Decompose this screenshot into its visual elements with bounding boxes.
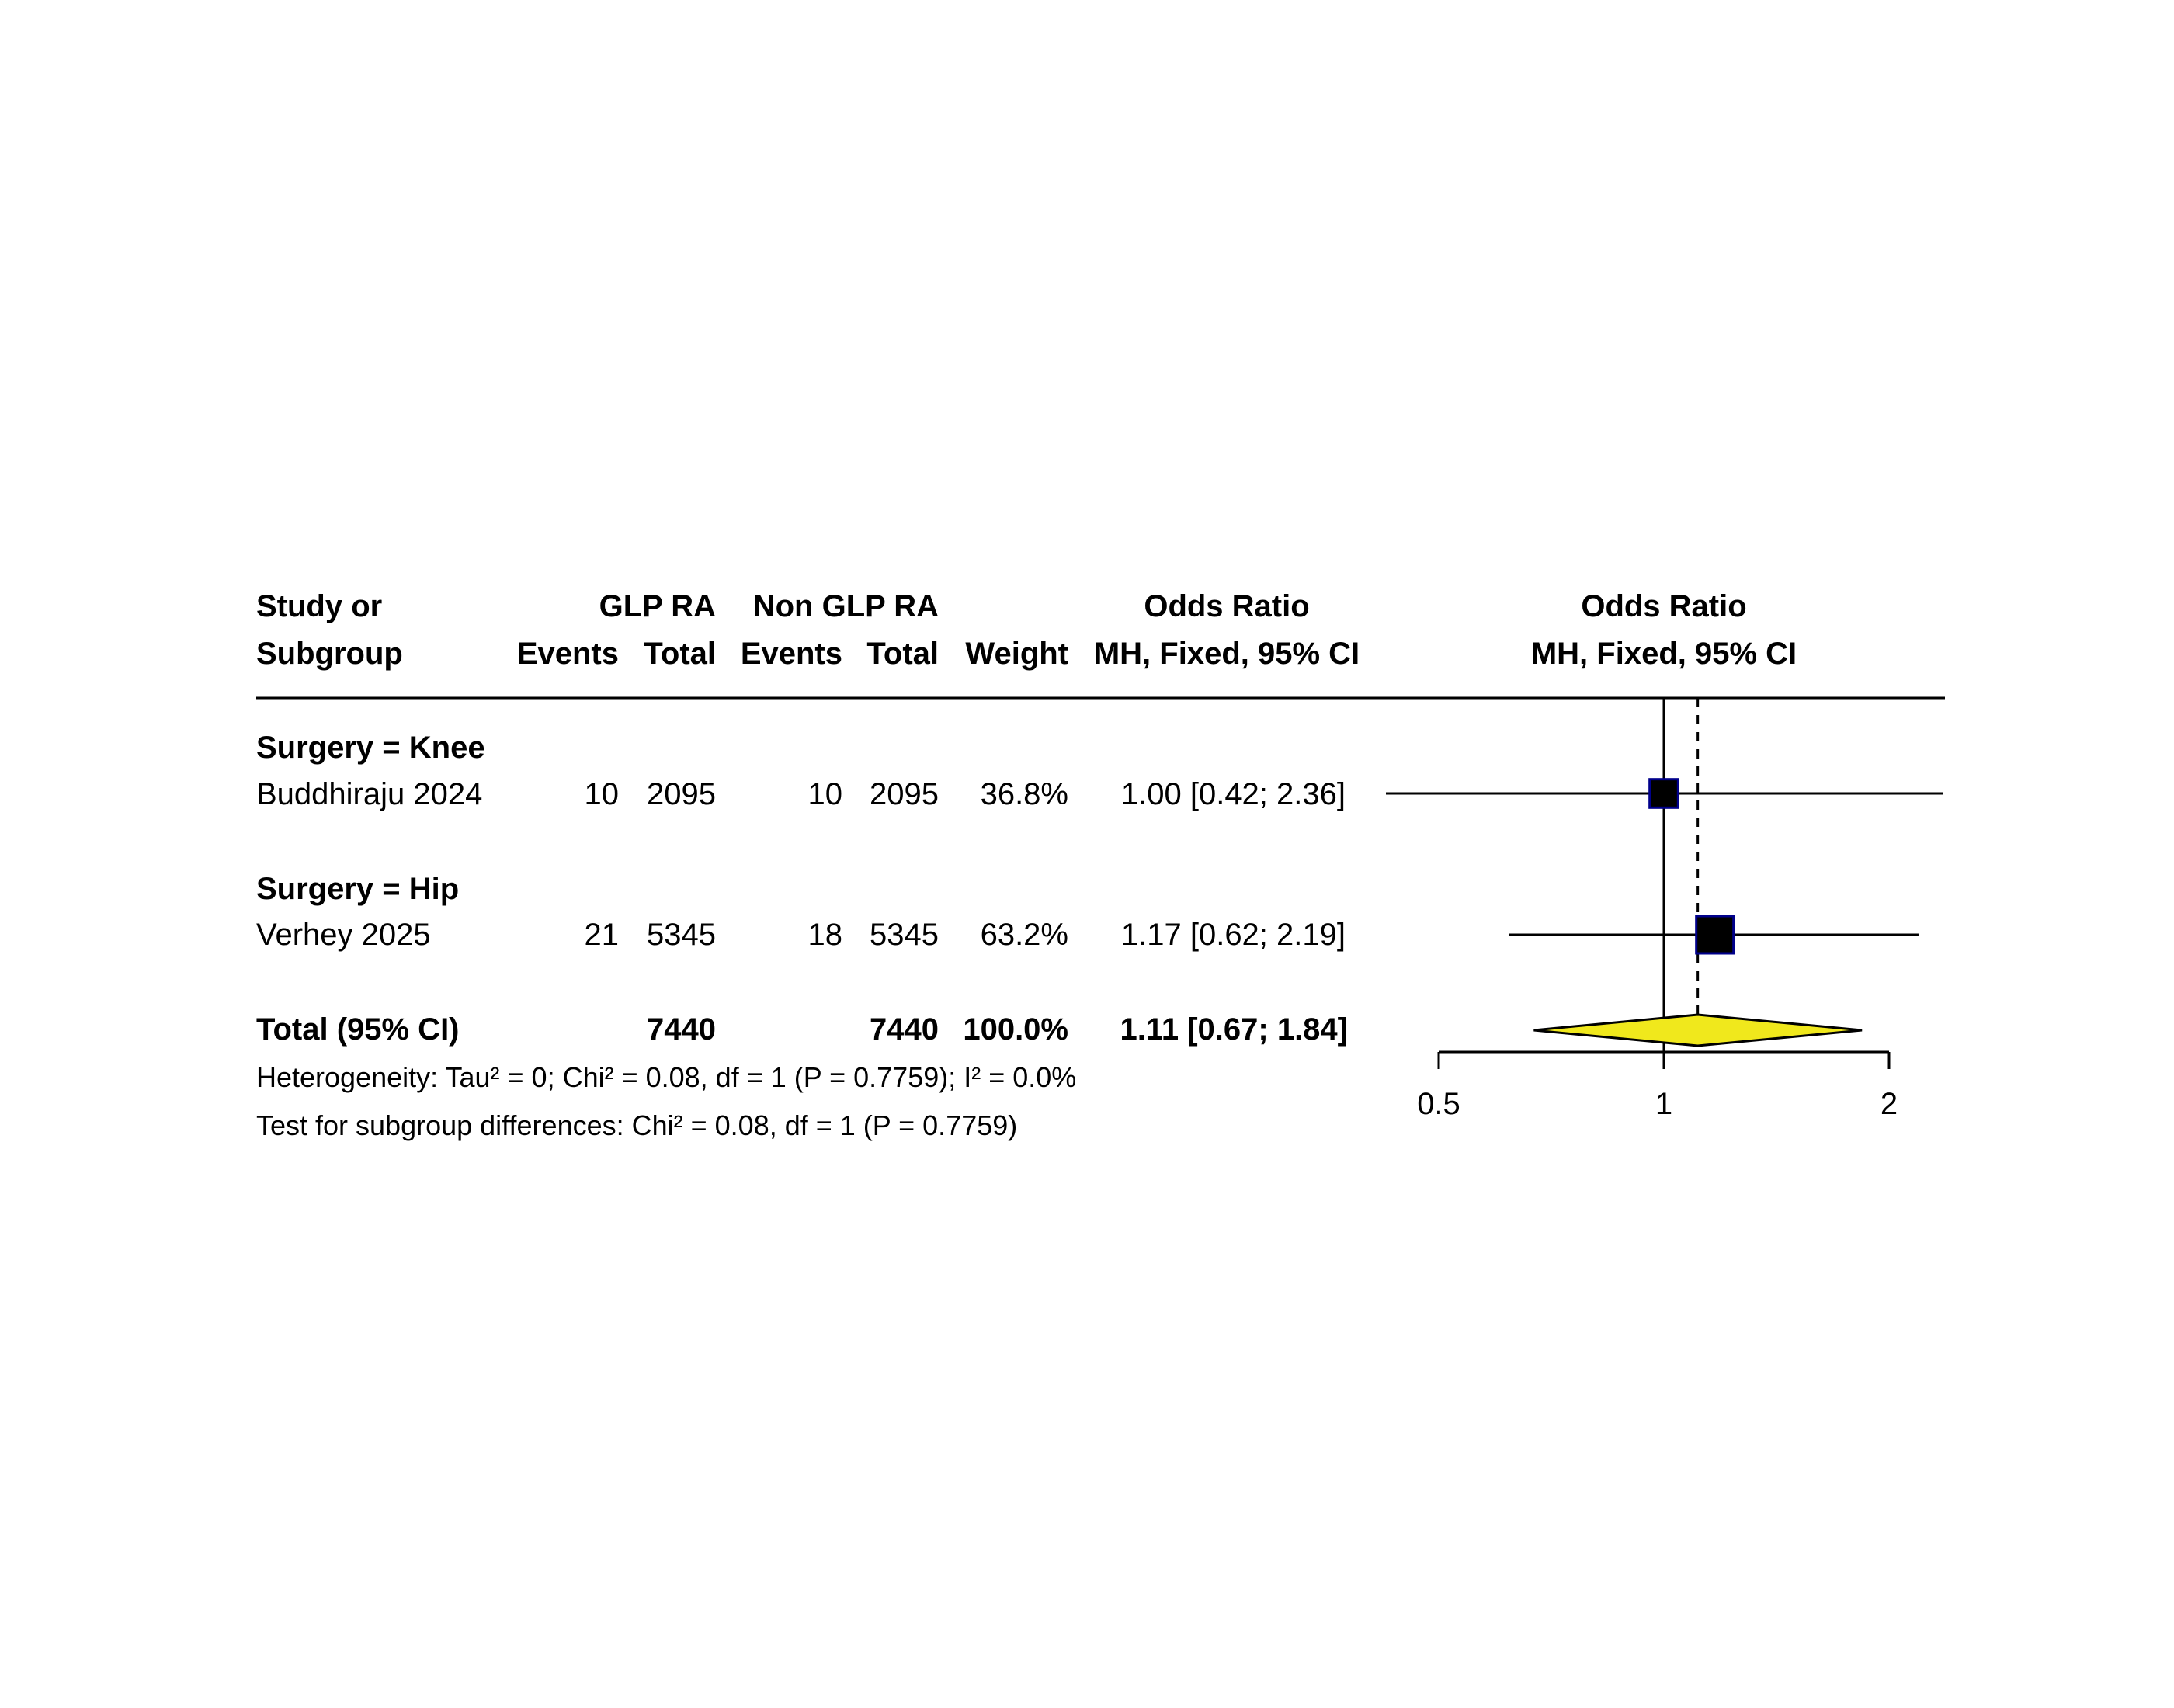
study-name: Buddhiraju 2024 xyxy=(256,777,482,811)
exp-total-cell: 2095 xyxy=(647,777,716,811)
forest-plot-area: 0.5 1 2 xyxy=(1386,698,1943,1121)
subgroup-label-knee: Surgery = Knee xyxy=(256,731,485,765)
heterogeneity-note: Heterogeneity: Tau² = 0; Chi² = 0.08, df… xyxy=(256,1061,1076,1093)
header-plot-title: Odds Ratio xyxy=(1581,589,1746,623)
weight-cell: 63.2% xyxy=(981,918,1068,952)
total-ctrl-total: 7440 xyxy=(870,1012,939,1047)
subgroup-test-note: Test for subgroup differences: Chi² = 0.… xyxy=(256,1109,1017,1141)
weight-cell: 36.8% xyxy=(981,777,1068,811)
header-exp-total: Total xyxy=(644,637,716,671)
ctrl-total-cell: 5345 xyxy=(870,918,939,952)
header-exp-events: Events xyxy=(517,637,619,671)
study-effect-square xyxy=(1648,778,1679,809)
header-study-line1: Study or xyxy=(256,589,382,623)
total-ci-text: 1.11 [0.67; 1.84] xyxy=(1120,1012,1348,1047)
study-name: Verhey 2025 xyxy=(256,918,431,952)
header-or-title: Odds Ratio xyxy=(1144,589,1309,623)
header-weight: Weight xyxy=(965,637,1068,671)
ctrl-total-cell: 2095 xyxy=(870,777,939,811)
total-weight: 100.0% xyxy=(963,1012,1068,1047)
total-exp-total: 7440 xyxy=(647,1012,716,1047)
ctrl-events-cell: 18 xyxy=(808,918,843,952)
header-or-method: MH, Fixed, 95% CI xyxy=(1094,637,1360,671)
x-axis-tick-label: 1 xyxy=(1655,1087,1672,1121)
exp-events-cell: 10 xyxy=(585,777,620,811)
header-plot-method: MH, Fixed, 95% CI xyxy=(1531,637,1797,671)
exp-total-cell: 5345 xyxy=(647,918,716,952)
exp-events-cell: 21 xyxy=(585,918,620,952)
study-effect-square xyxy=(1695,915,1735,955)
total-label: Total (95% CI) xyxy=(256,1012,460,1047)
header-exp-group: GLP RA xyxy=(599,589,716,623)
header-ctrl-events: Events xyxy=(741,637,842,671)
header-ctrl-group: Non GLP RA xyxy=(753,589,939,623)
ctrl-events-cell: 10 xyxy=(808,777,843,811)
x-axis-tick-label: 2 xyxy=(1881,1087,1898,1121)
header-ctrl-total: Total xyxy=(866,637,939,671)
x-axis-tick-label: 0.5 xyxy=(1417,1087,1460,1121)
pooled-diamond xyxy=(1533,1013,1863,1047)
ci-text-cell: 1.00 [0.42; 2.36] xyxy=(1121,777,1346,811)
subgroup-label-hip: Surgery = Hip xyxy=(256,872,459,906)
ci-text-cell: 1.17 [0.62; 2.19] xyxy=(1121,918,1346,952)
header-study-line2: Subgroup xyxy=(256,637,403,671)
